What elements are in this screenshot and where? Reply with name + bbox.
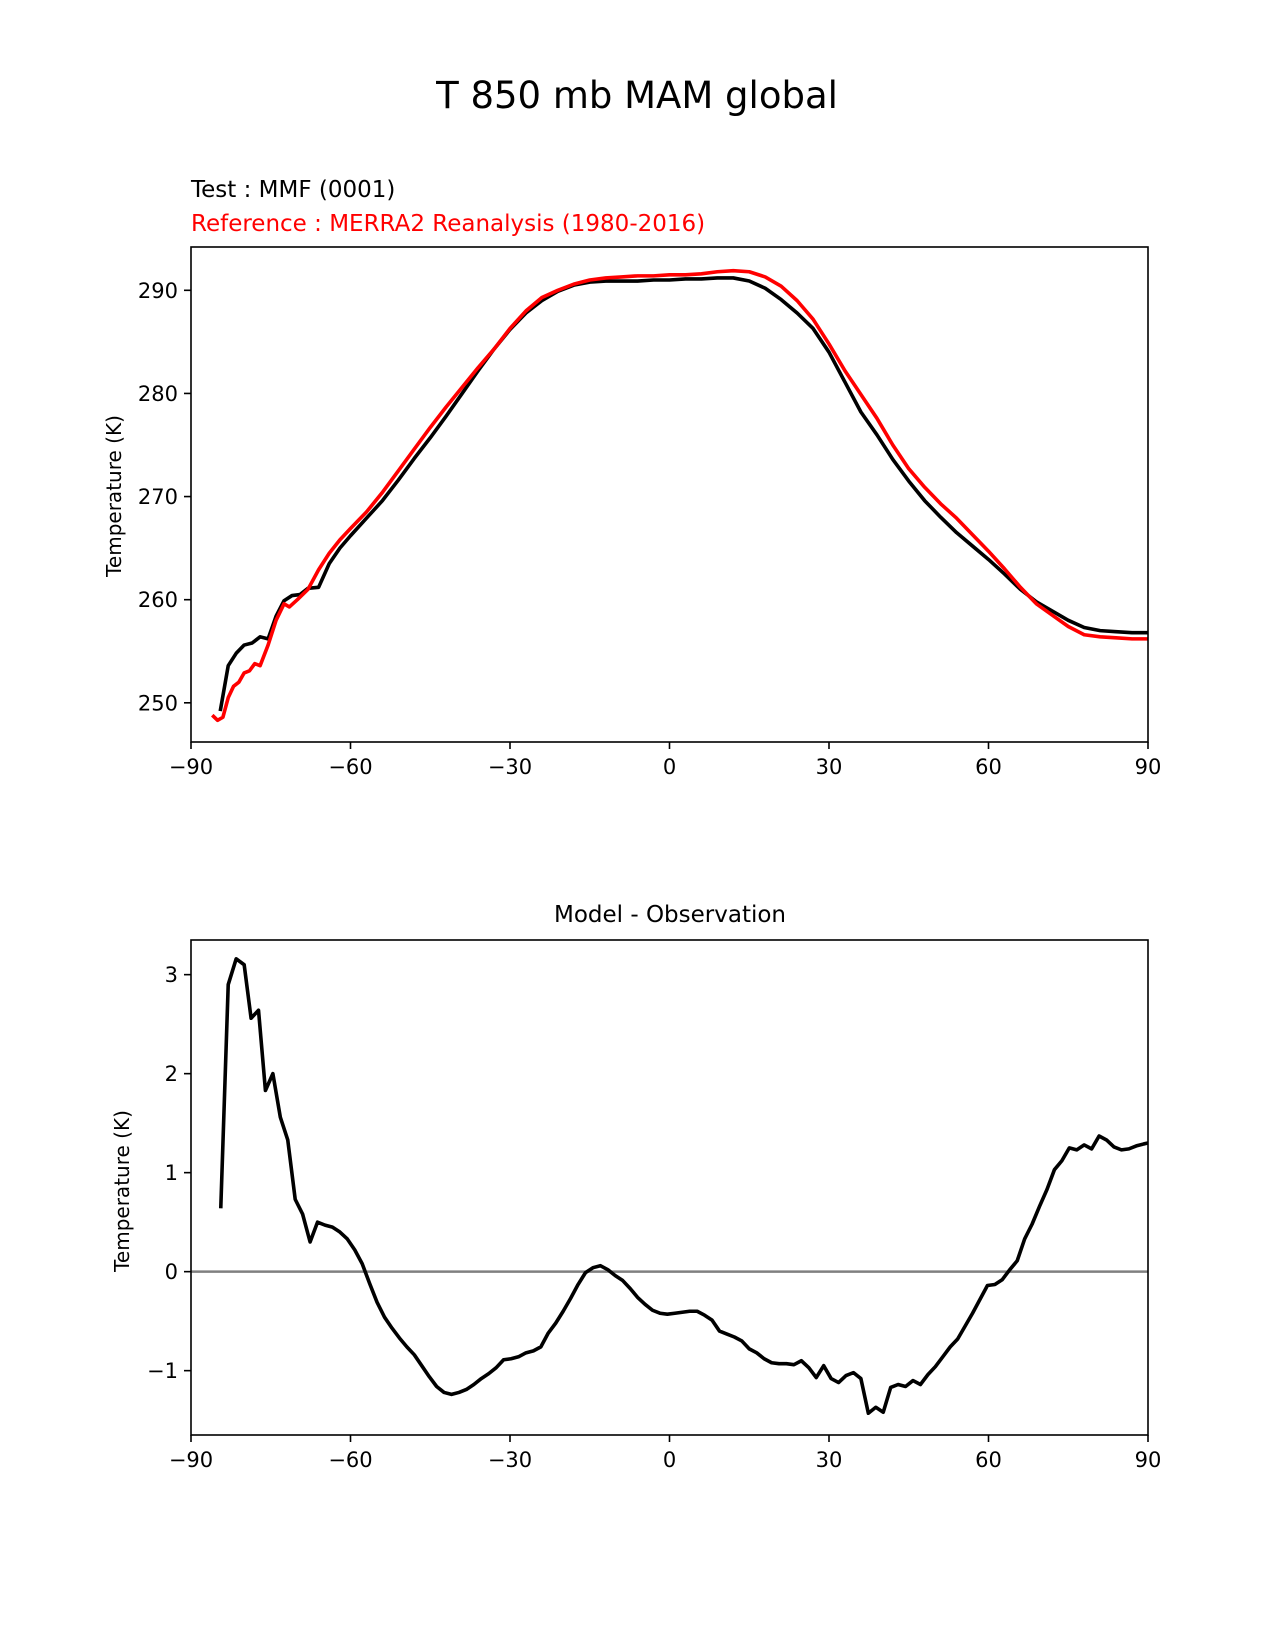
panel0-y-tick-label: 250: [138, 691, 178, 715]
panel1-x-tick-label: −30: [488, 1448, 532, 1472]
panel0-x-tick-label: −90: [169, 755, 213, 779]
panel0-y-tick-label: 290: [138, 279, 178, 303]
panel0-series-line-1: [211, 268, 1148, 723]
panel1-y-tick-label: 1: [165, 1161, 178, 1185]
figure-title: T 850 mb MAM global: [435, 74, 838, 117]
top-panel: Test : MMF (0001) Reference : MERRA2 Rea…: [102, 177, 1161, 779]
panel0-x-tick-label: −30: [488, 755, 532, 779]
panel1-y-tick-label: 2: [165, 1062, 178, 1086]
panel1-x-tick-label: −60: [328, 1448, 372, 1472]
panel0-x-tick-label: 90: [1135, 755, 1162, 779]
panel1-x-tick-label: −90: [169, 1448, 213, 1472]
panel1-series-line-0: [218, 957, 1148, 1416]
bottom-plot-area: −90 −60 −30 0 30 60 90 −1 0 1 2 3: [147, 939, 1162, 1472]
panel1-x-tick-label: 60: [975, 1448, 1002, 1472]
panel0-x-tick-label: 60: [975, 755, 1002, 779]
panel1-y-tick-label: −1: [147, 1359, 178, 1383]
panel0-y-tick-label: 270: [138, 485, 178, 509]
panel1-y-tick-label: 3: [165, 963, 178, 987]
test-label: Test : MMF (0001): [190, 177, 395, 203]
bottom-panel: Model - Observation Temperature (K) −90−…: [110, 902, 1161, 1472]
panel1-x-tick-label: 30: [816, 1448, 843, 1472]
panel0-x-tick-label: −60: [328, 755, 372, 779]
panel0-x-tick-label: 30: [816, 755, 843, 779]
panel1-y-tick-label: 0: [165, 1260, 178, 1284]
panel0-y-tick-label: 260: [138, 588, 178, 612]
bottom-panel-title: Model - Observation: [554, 902, 786, 928]
panel0-x-tick-label: 0: [663, 755, 676, 779]
top-y-axis-label: Temperature (K): [102, 415, 126, 578]
top-plot-area: −90 −60 −30 0 30 60 90 250 260 270 280 290: [138, 246, 1162, 779]
panel1-x-tick-label: 0: [663, 1448, 676, 1472]
panel0-y-tick-label: 280: [138, 382, 178, 406]
bottom-y-axis-label: Temperature (K): [110, 1110, 134, 1273]
panel1-x-tick-label: 90: [1135, 1448, 1162, 1472]
reference-label: Reference : MERRA2 Reanalysis (1980-2016…: [191, 211, 705, 237]
